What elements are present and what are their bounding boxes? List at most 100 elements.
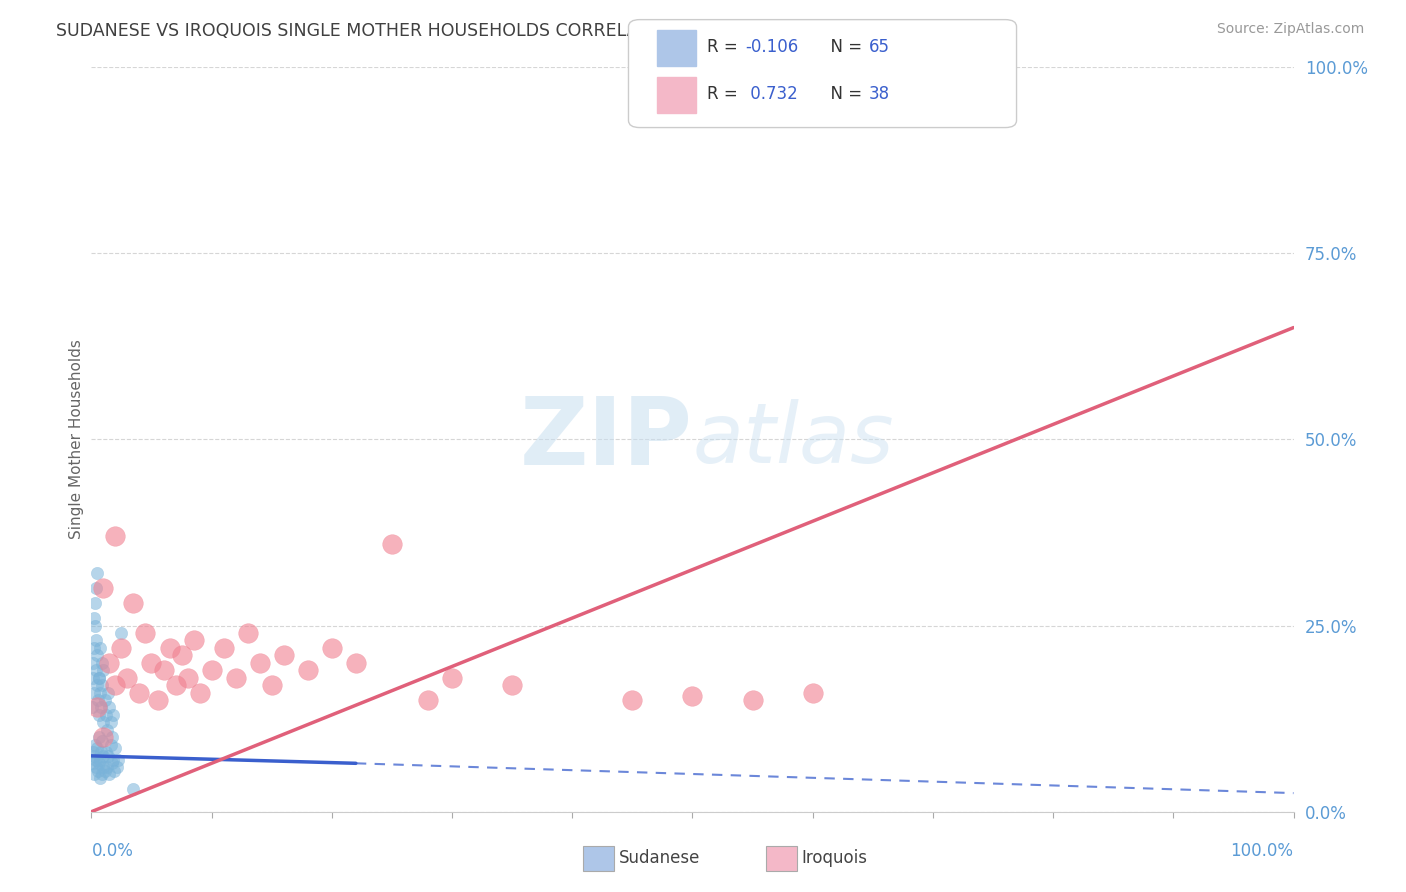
- Point: [90, 656, 112, 670]
- Point: [91, 715, 114, 730]
- Point: [117, 671, 139, 685]
- Point: [89, 671, 111, 685]
- Point: [82, 671, 104, 685]
- Text: N =: N =: [820, 38, 868, 56]
- Text: atlas: atlas: [692, 399, 894, 480]
- Point: [83, 685, 105, 699]
- Point: [86, 648, 108, 663]
- Point: [105, 760, 128, 774]
- Point: [110, 626, 132, 640]
- Point: [621, 693, 644, 707]
- Point: [101, 707, 124, 722]
- Point: [321, 640, 343, 655]
- Point: [501, 678, 523, 692]
- Point: [93, 693, 115, 707]
- Point: [101, 730, 124, 744]
- Point: [104, 678, 127, 692]
- Point: [98, 656, 121, 670]
- Point: [440, 671, 463, 685]
- Point: [87, 693, 110, 707]
- Point: [146, 693, 169, 707]
- Point: [93, 582, 115, 596]
- Point: [86, 678, 108, 692]
- Point: [93, 764, 115, 778]
- Point: [100, 715, 122, 730]
- Point: [86, 741, 108, 756]
- Text: SUDANESE VS IROQUOIS SINGLE MOTHER HOUSEHOLDS CORRELATION CHART: SUDANESE VS IROQUOIS SINGLE MOTHER HOUSE…: [56, 22, 744, 40]
- Point: [236, 626, 259, 640]
- Point: [90, 700, 112, 714]
- Text: -0.106: -0.106: [745, 38, 799, 56]
- Point: [80, 700, 103, 714]
- Point: [94, 745, 117, 759]
- Text: 38: 38: [869, 86, 890, 103]
- Point: [212, 640, 235, 655]
- Point: [104, 741, 127, 756]
- Point: [103, 764, 125, 778]
- Point: [83, 611, 105, 625]
- Point: [128, 685, 150, 699]
- Point: [84, 633, 107, 648]
- Point: [273, 648, 295, 663]
- Point: [86, 700, 108, 714]
- Point: [82, 745, 104, 759]
- Text: 65: 65: [869, 38, 890, 56]
- Point: [84, 582, 107, 596]
- Point: [84, 618, 107, 632]
- Point: [93, 730, 115, 744]
- Point: [344, 656, 367, 670]
- Point: [107, 753, 129, 767]
- Point: [89, 771, 111, 785]
- Point: [98, 700, 121, 714]
- Point: [101, 756, 124, 771]
- Point: [89, 685, 111, 699]
- Point: [176, 671, 198, 685]
- Text: 100.0%: 100.0%: [1230, 842, 1294, 860]
- Point: [84, 753, 107, 767]
- Point: [89, 753, 111, 767]
- Point: [90, 767, 112, 781]
- Point: [200, 663, 222, 677]
- Point: [260, 678, 283, 692]
- Point: [122, 596, 145, 610]
- Point: [159, 640, 181, 655]
- Point: [100, 738, 122, 752]
- Text: R =: R =: [707, 86, 744, 103]
- Point: [97, 748, 120, 763]
- Point: [89, 640, 111, 655]
- Point: [104, 529, 127, 543]
- Point: [84, 760, 107, 774]
- Point: [249, 656, 271, 670]
- Point: [141, 656, 163, 670]
- Point: [741, 693, 763, 707]
- Text: 0.0%: 0.0%: [91, 842, 134, 860]
- Point: [381, 536, 404, 550]
- Point: [84, 596, 107, 610]
- Point: [83, 640, 105, 655]
- Text: 0.732: 0.732: [745, 86, 799, 103]
- Point: [82, 756, 104, 771]
- Point: [170, 648, 193, 663]
- Point: [91, 734, 114, 748]
- Point: [122, 782, 145, 797]
- Point: [183, 633, 205, 648]
- Point: [93, 748, 115, 763]
- Point: [152, 663, 174, 677]
- Point: [96, 723, 118, 737]
- Text: Source: ZipAtlas.com: Source: ZipAtlas.com: [1216, 22, 1364, 37]
- Point: [84, 663, 107, 677]
- Point: [225, 671, 247, 685]
- Point: [681, 690, 703, 704]
- Point: [101, 753, 124, 767]
- Point: [96, 760, 118, 774]
- Point: [110, 640, 132, 655]
- Point: [91, 678, 114, 692]
- Point: [801, 685, 824, 699]
- Y-axis label: Single Mother Households: Single Mother Households: [69, 339, 84, 540]
- Point: [134, 626, 156, 640]
- Point: [94, 707, 117, 722]
- Point: [82, 656, 104, 670]
- Point: [90, 745, 112, 759]
- Point: [84, 738, 107, 752]
- Point: [188, 685, 211, 699]
